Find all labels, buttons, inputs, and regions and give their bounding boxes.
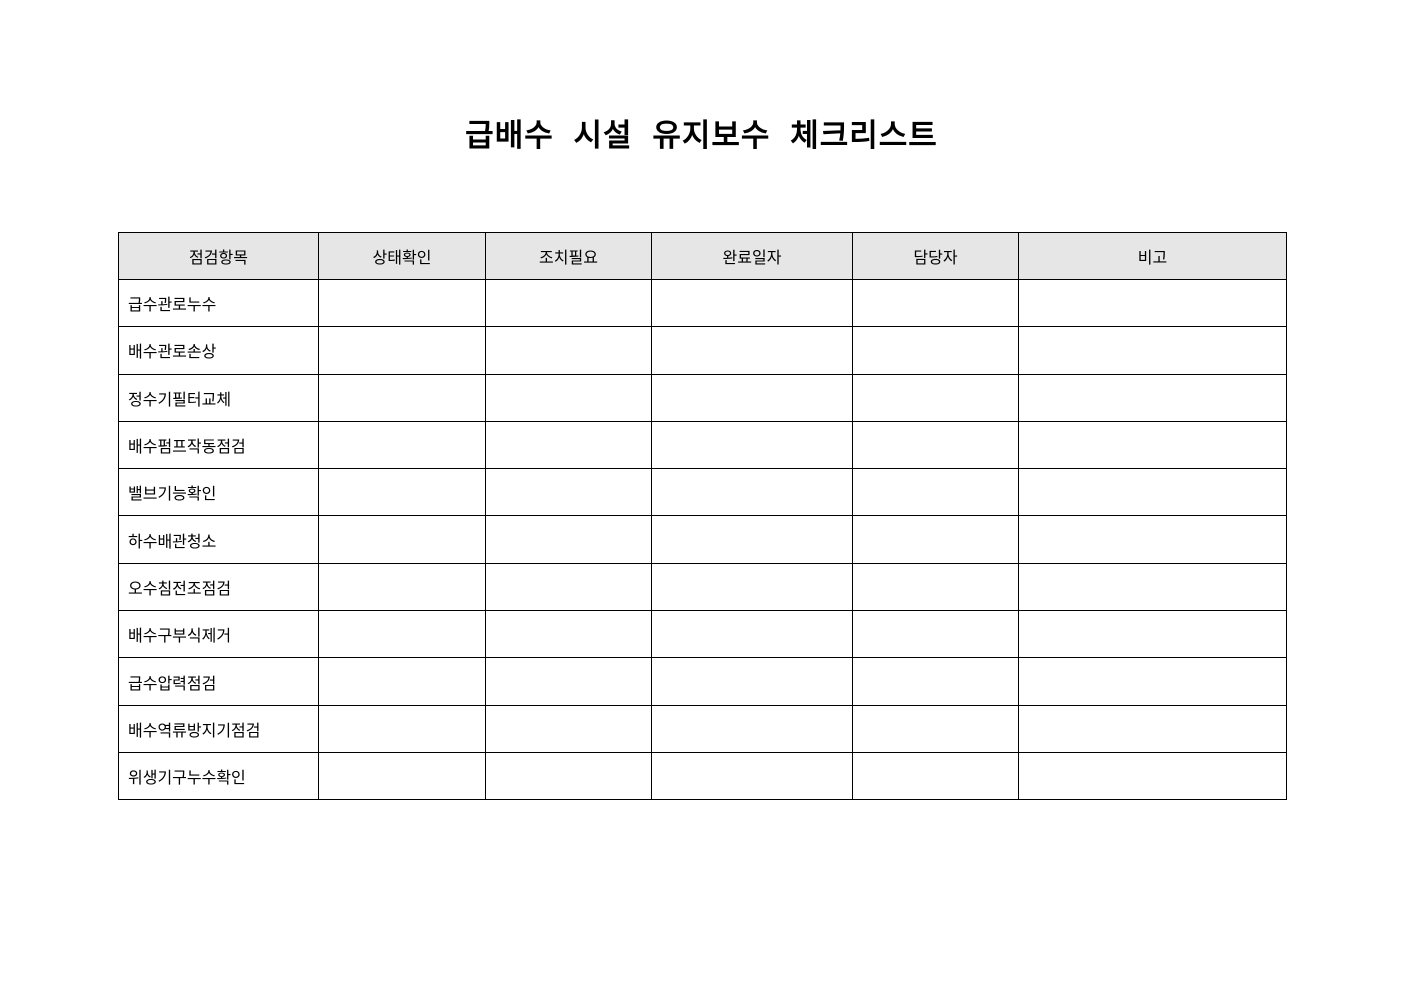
status-cell[interactable] [318,278,486,328]
header-date: 완료일자 [651,232,853,280]
date-cell[interactable] [651,278,853,328]
date-cell[interactable] [651,326,853,375]
table-row: 배수구부식제거 [118,610,1287,659]
table-row: 위생기구누수확인 [118,751,1287,801]
action-cell[interactable] [485,704,652,753]
note-cell[interactable] [1018,657,1287,706]
note-cell[interactable] [1018,751,1287,801]
manager-cell[interactable] [852,278,1019,328]
item-cell: 오수침전조점검 [118,562,319,612]
item-cell: 하수배관청소 [118,515,319,564]
note-cell[interactable] [1018,326,1287,375]
table-row: 배수역류방지기점검 [118,704,1287,753]
note-cell[interactable] [1018,562,1287,612]
status-cell[interactable] [318,657,486,706]
status-cell[interactable] [318,610,486,659]
manager-cell[interactable] [852,326,1019,375]
action-cell[interactable] [485,468,652,517]
manager-cell[interactable] [852,610,1019,659]
item-cell: 배수펌프작동점검 [118,420,319,470]
status-cell[interactable] [318,704,486,753]
status-cell[interactable] [318,326,486,375]
item-cell: 급수압력점검 [118,657,319,706]
note-cell[interactable] [1018,468,1287,517]
table-row: 정수기필터교체 [118,373,1287,422]
note-cell[interactable] [1018,373,1287,422]
table-row: 하수배관청소 [118,515,1287,564]
status-cell[interactable] [318,751,486,801]
item-cell: 정수기필터교체 [118,373,319,422]
status-cell[interactable] [318,420,486,470]
action-cell[interactable] [485,326,652,375]
note-cell[interactable] [1018,420,1287,470]
header-row: 점검항목 상태확인 조치필요 완료일자 담당자 비고 [118,232,1287,280]
item-cell: 위생기구누수확인 [118,751,319,801]
status-cell[interactable] [318,562,486,612]
manager-cell[interactable] [852,515,1019,564]
action-cell[interactable] [485,420,652,470]
date-cell[interactable] [651,515,853,564]
status-cell[interactable] [318,373,486,422]
manager-cell[interactable] [852,562,1019,612]
table-row: 밸브기능확인 [118,468,1287,517]
date-cell[interactable] [651,562,853,612]
manager-cell[interactable] [852,468,1019,517]
date-cell[interactable] [651,420,853,470]
item-cell: 배수구부식제거 [118,610,319,659]
table-row: 배수관로손상 [118,326,1287,375]
table-row: 배수펌프작동점검 [118,420,1287,470]
date-cell[interactable] [651,373,853,422]
checklist-table: 점검항목 상태확인 조치필요 완료일자 담당자 비고 급수관로누수 배수관로손상 정… [118,232,1287,801]
date-cell[interactable] [651,704,853,753]
header-item: 점검항목 [118,232,319,280]
table-row: 급수관로누수 [118,278,1287,328]
note-cell[interactable] [1018,704,1287,753]
action-cell[interactable] [485,751,652,801]
action-cell[interactable] [485,562,652,612]
date-cell[interactable] [651,657,853,706]
status-cell[interactable] [318,515,486,564]
action-cell[interactable] [485,373,652,422]
table-row: 급수압력점검 [118,657,1287,706]
item-cell: 배수역류방지기점검 [118,704,319,753]
header-status: 상태확인 [318,232,486,280]
header-note: 비고 [1018,232,1287,280]
item-cell: 배수관로손상 [118,326,319,375]
action-cell[interactable] [485,657,652,706]
page-title: 급배수 시설 유지보수 체크리스트 [465,118,938,154]
action-cell[interactable] [485,515,652,564]
date-cell[interactable] [651,751,853,801]
action-cell[interactable] [485,278,652,328]
manager-cell[interactable] [852,657,1019,706]
header-manager: 담당자 [852,232,1019,280]
item-cell: 밸브기능확인 [118,468,319,517]
header-action: 조치필요 [485,232,652,280]
item-cell: 급수관로누수 [118,278,319,328]
date-cell[interactable] [651,610,853,659]
action-cell[interactable] [485,610,652,659]
manager-cell[interactable] [852,420,1019,470]
note-cell[interactable] [1018,278,1287,328]
manager-cell[interactable] [852,704,1019,753]
manager-cell[interactable] [852,751,1019,801]
note-cell[interactable] [1018,610,1287,659]
table-row: 오수침전조점검 [118,562,1287,612]
note-cell[interactable] [1018,515,1287,564]
status-cell[interactable] [318,468,486,517]
manager-cell[interactable] [852,373,1019,422]
date-cell[interactable] [651,468,853,517]
